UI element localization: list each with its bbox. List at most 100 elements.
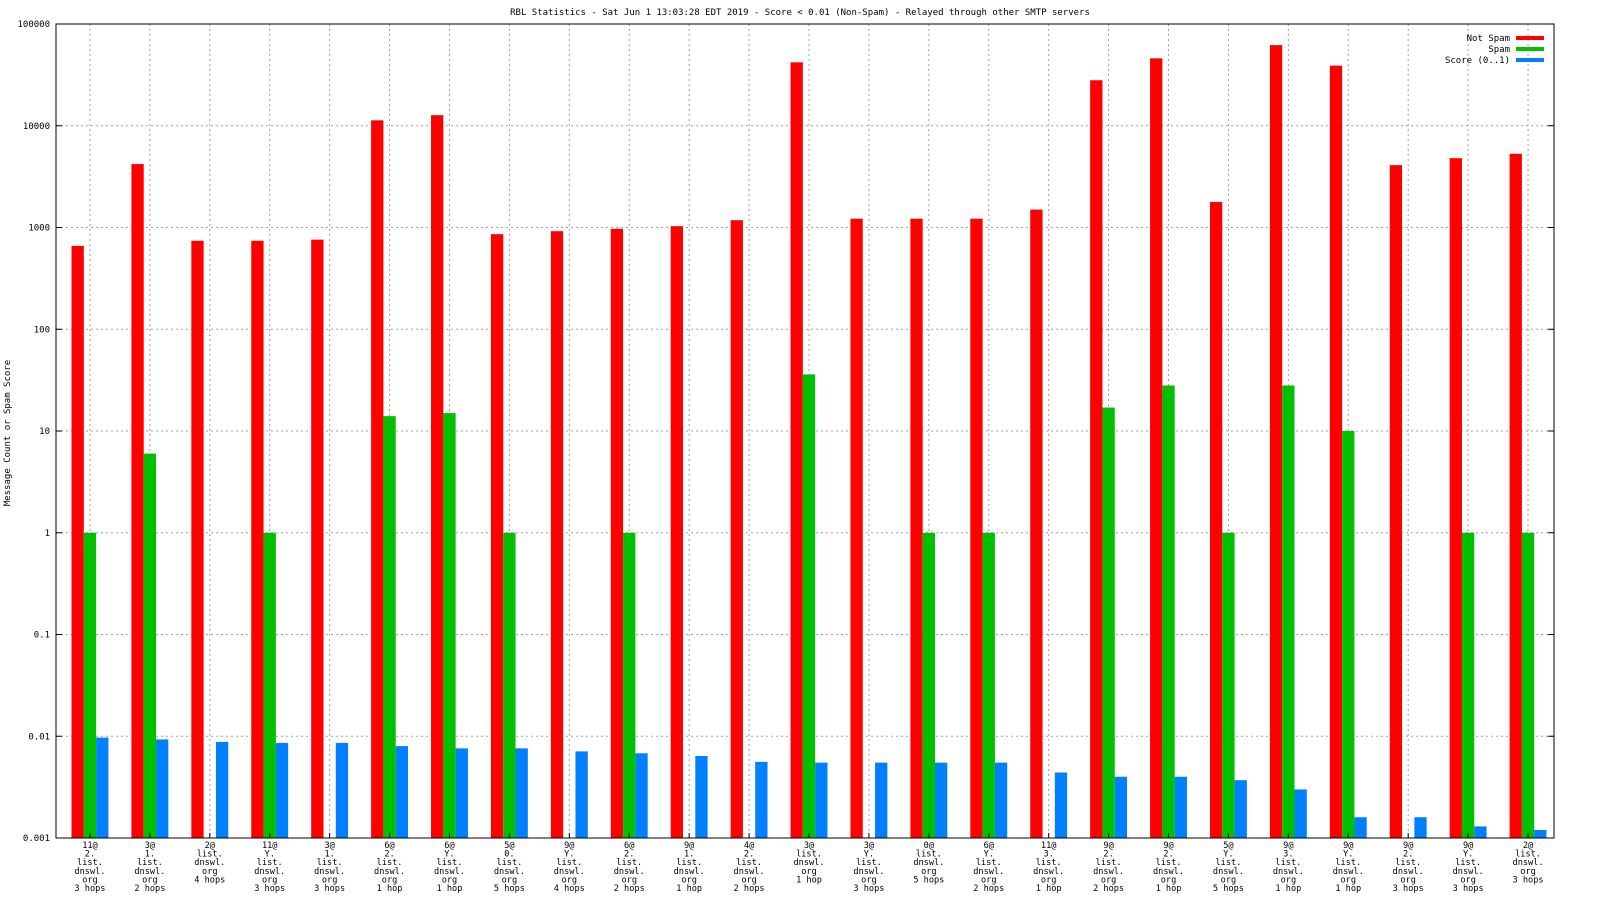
x-tick-label-line: 1 hop: [676, 884, 702, 894]
x-tick-label-line: org: [621, 875, 637, 885]
bar-not-spam: [251, 240, 264, 839]
x-tick-label-line: 5@: [504, 841, 514, 851]
legend-label: Score (0..1): [1445, 56, 1510, 66]
x-tick-label-line: list.: [137, 858, 163, 868]
x-tick-label-line: list.: [616, 858, 642, 868]
bar-not-spam: [1030, 209, 1043, 839]
x-tick-label-line: 2.: [1163, 850, 1173, 860]
bar-not-spam: [910, 218, 923, 838]
x-tick-label-line: org: [1221, 875, 1237, 885]
x-tick-label-line: 5 hops: [913, 875, 944, 885]
y-tick-labels: 0.001 0.01 0.1 1 10 100 1000 10000 100000: [17, 20, 1554, 844]
x-tick-label-line: dnswl.: [973, 867, 1004, 877]
bar-not-spam: [431, 115, 444, 838]
x-tick-label-line: 2.: [1103, 850, 1113, 860]
x-tick-label-line: list.: [257, 858, 283, 868]
x-tick-label-line: 9@: [1343, 841, 1353, 851]
x-tick-label-line: 6@: [624, 841, 634, 851]
x-tick-label-line: org: [801, 867, 817, 877]
x-tick-label-line: 11@: [82, 841, 98, 851]
bar-spam: [383, 416, 396, 838]
bar-spam: [1461, 532, 1475, 838]
x-tick-label-line: 3@: [145, 841, 155, 851]
x-tick-label-line: dnswl.: [134, 867, 165, 877]
bar-not-spam: [1329, 65, 1343, 838]
x-tick-label-line: dnswl.: [614, 867, 645, 877]
bar-spam: [263, 532, 276, 838]
bar-spam: [922, 532, 935, 838]
x-tick-label-line: 2 hops: [973, 884, 1004, 894]
x-tick-label-line: org: [981, 875, 997, 885]
x-tick-label-line: 3 hops: [1453, 884, 1484, 894]
x-tick-label-line: 9@: [564, 841, 574, 851]
legend-swatch: [1516, 58, 1544, 62]
x-tick-label-line: 4@: [744, 841, 754, 851]
x-tick-label: 11@ 2. list. dnswl. org 3 hops: [74, 841, 105, 894]
x-tick-label-line: 3@: [864, 841, 874, 851]
x-tick-label-line: dnswl.: [913, 858, 944, 868]
bar-score-0-1: [335, 742, 349, 838]
x-tick-label-line: 9@: [1103, 841, 1113, 851]
x-tick-label-line: 3 hops: [314, 884, 345, 894]
x-tick-label-line: 1 hop: [796, 875, 822, 885]
x-tick-label-line: 2@: [205, 841, 215, 851]
legend-swatch: [1516, 47, 1544, 51]
x-tick-label: 2@ list. dnswl. org 3 hops: [1513, 841, 1544, 885]
legend-label: Not Spam: [1467, 34, 1510, 44]
x-tick-label-line: 1 hop: [1036, 884, 1062, 894]
x-tick-label-line: org: [142, 875, 158, 885]
x-tick-label-line: 3 hops: [1513, 875, 1544, 885]
x-tick-label-line: 9@: [1283, 841, 1293, 851]
x-tick-label-line: 1.: [324, 850, 334, 860]
x-tick-label-line: dnswl.: [1333, 867, 1364, 877]
x-tick-label-line: list.: [796, 850, 822, 860]
x-tick-label-line: org: [1161, 875, 1177, 885]
x-tick-label-line: list.: [496, 858, 522, 868]
x-tick-label-line: 9@: [684, 841, 694, 851]
x-tick-label-line: 6@: [384, 841, 394, 851]
x-tick-label-line: dnswl.: [194, 858, 225, 868]
x-tick-label-line: 2 hops: [1093, 884, 1124, 894]
bar-spam: [1282, 385, 1295, 838]
x-tick-label-line: org: [322, 875, 338, 885]
x-tick-label-line: list.: [77, 858, 103, 868]
bar-not-spam: [790, 62, 803, 838]
x-tick-label-line: 5 hops: [1213, 884, 1244, 894]
x-tick-label-line: dnswl.: [494, 867, 525, 877]
x-tick-label-line: list.: [916, 850, 942, 860]
x-tick-label-line: 4 hops: [554, 884, 585, 894]
y-tick-label: 10: [39, 427, 50, 437]
x-tick-label-line: 2.: [85, 850, 95, 860]
bar-score-0-1: [934, 762, 948, 838]
x-tick-label-line: 5@: [1223, 841, 1233, 851]
x-tick-label-line: Y.: [564, 850, 574, 860]
bar-score-0-1: [1294, 789, 1307, 838]
x-tick-label-line: dnswl.: [1513, 858, 1544, 868]
y-tick-label: 0.001: [23, 834, 50, 844]
bar-not-spam: [191, 240, 204, 839]
bar-spam: [623, 532, 636, 838]
x-tick-label-line: 2 hops: [734, 884, 765, 894]
x-tick-label-line: dnswl.: [1273, 867, 1304, 877]
y-tick-label: 100000: [17, 20, 50, 30]
x-tick-label: 9@ 3. list. dnswl. org 1 hop: [1273, 841, 1304, 894]
bar-spam: [443, 413, 456, 838]
x-tick-label-line: dnswl.: [1393, 867, 1424, 877]
x-tick-label-line: dnswl.: [674, 867, 705, 877]
bar-score-0-1: [994, 762, 1008, 838]
x-tick-label-line: list.: [556, 858, 582, 868]
x-tick-label-line: list.: [1216, 858, 1242, 868]
x-tick-label-line: dnswl.: [374, 867, 405, 877]
x-tick-label-line: dnswl.: [1153, 867, 1184, 877]
bar-not-spam: [1509, 153, 1522, 838]
bar-not-spam: [1090, 80, 1103, 839]
x-tick-label-line: org: [1101, 875, 1117, 885]
bar-not-spam: [371, 120, 384, 839]
x-tick-label-line: list.: [1096, 858, 1122, 868]
bar-not-spam: [1209, 202, 1223, 838]
x-tick-label-line: org: [82, 875, 98, 885]
x-tick-label-line: org: [562, 875, 578, 885]
bar-not-spam: [131, 164, 144, 839]
x-tick-label-line: org: [1400, 875, 1416, 885]
